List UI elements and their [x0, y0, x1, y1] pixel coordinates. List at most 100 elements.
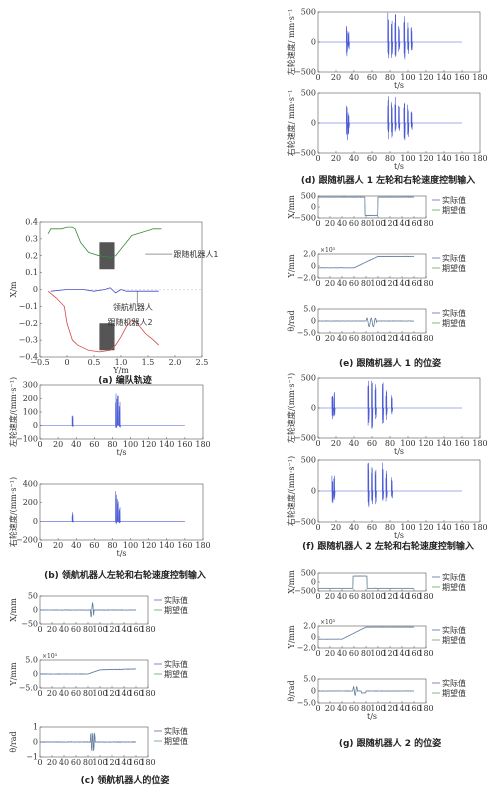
x-tick-label-f1: 140	[436, 439, 451, 448]
x-tick-label-f2: 140	[436, 523, 451, 532]
y-tick-label-f2: 500	[301, 456, 316, 465]
actual-series-e2	[317, 255, 415, 269]
x-tick-label-f1: 0	[315, 439, 320, 448]
y-tick-label-b2: 200	[23, 498, 38, 507]
x-tick-label-c1: 20	[47, 625, 57, 634]
x-tick-label-g1: 100	[370, 592, 385, 601]
x-tick-label-g2: 180	[418, 649, 433, 658]
x-tick-label-e2: 100	[370, 279, 385, 288]
x-tick-label-f2: 80	[385, 523, 395, 532]
y-tick-label-a: 0.2	[25, 251, 38, 260]
x-tick-label-f1: 100	[400, 439, 415, 448]
legend-label-desired-e1: 期望值	[442, 205, 466, 215]
x-tick-label-d2: 20	[331, 154, 341, 163]
x-tick-label-d1: 0	[315, 73, 320, 82]
actual-series-c3	[39, 732, 137, 752]
y-tick-label-a: 0.4	[25, 218, 38, 227]
x-tick-label-e2: 80	[361, 279, 371, 288]
x-tick-label-c1: 100	[92, 625, 107, 634]
x-tick-label-g1: 160	[406, 592, 421, 601]
x-tick-label-b2: 140	[159, 541, 174, 550]
x-tick-label-c1: 160	[128, 625, 143, 634]
x-tick-label-g1: 140	[394, 592, 409, 601]
axis-exponent-g2: ×10³	[320, 619, 336, 626]
y-axis-label-b2: 右轮速度/(mm·s⁻¹)	[8, 477, 18, 547]
x-tick-label-e1: 180	[418, 219, 433, 228]
velocity-series-b2	[40, 491, 185, 525]
x-tick-label-b1: 180	[195, 440, 210, 449]
x-tick-label-a: 0.5	[88, 358, 101, 367]
x-tick-label-c2: 60	[71, 689, 81, 698]
x-tick-label-c2: 40	[59, 689, 69, 698]
y-tick-label-b2: 0	[33, 517, 38, 526]
x-tick-label-f2: 180	[472, 523, 487, 532]
legend-label-actual-c2: 实际值	[164, 659, 188, 669]
y-tick-label-g1: 0	[311, 578, 316, 587]
y-tick-label-e1: −500	[294, 214, 316, 223]
x-tick-label-f1: 120	[418, 439, 433, 448]
y-tick-label-e1: 500	[301, 192, 316, 201]
annotation-follower-2: 跟随机器人2	[108, 317, 153, 327]
x-tick-label-g2: 100	[370, 649, 385, 658]
x-tick-label-e2: 160	[406, 279, 421, 288]
x-tick-label-f2: 0	[315, 523, 320, 532]
velocity-series-d2	[318, 96, 462, 141]
actual-series-e1	[317, 196, 415, 216]
y-tick-label-d1: 0	[311, 38, 316, 47]
x-tick-label-b1: 60	[89, 440, 99, 449]
x-tick-label-d2: 80	[385, 154, 395, 163]
x-tick-label-e1: 60	[349, 219, 359, 228]
y-axis-label-g2: Y/mm	[287, 625, 296, 650]
legend-label-desired-e3: 期望值	[442, 318, 466, 328]
velocity-series-b1	[40, 393, 185, 429]
x-tick-label-a: 0	[64, 358, 69, 367]
x-tick-label-a: 1.5	[142, 358, 155, 367]
x-tick-label-b1: 40	[71, 440, 81, 449]
y-tick-label-b1: 0	[33, 421, 38, 430]
y-axis-label-b1: 左轮速度/(mm·s⁻¹)	[8, 377, 18, 447]
x-tick-label-e1: 40	[337, 219, 347, 228]
trajectory-series-3	[47, 290, 160, 353]
x-tick-label-e3: 20	[325, 334, 335, 343]
x-axis-label-b2: t/s	[116, 549, 126, 558]
y-axis-label-c3: θ/rad	[9, 731, 18, 752]
x-tick-label-b1: 20	[53, 440, 63, 449]
x-tick-label-c2: 0	[37, 689, 42, 698]
plot-frame-e2	[317, 253, 427, 279]
x-tick-label-b2: 80	[107, 541, 117, 550]
x-tick-label-e2: 20	[325, 279, 335, 288]
velocity-series-d1	[318, 12, 462, 60]
x-tick-label-d2: 160	[454, 154, 469, 163]
y-axis-label-c1: X/mm	[9, 598, 18, 622]
x-axis-label-f1: t/s	[394, 447, 404, 456]
legend-label-desired-c1: 期望值	[164, 605, 188, 615]
x-tick-label-c3: 40	[59, 758, 69, 767]
y-tick-label-c1: 0	[33, 606, 38, 615]
figure-caption-g3: (g) 跟随机器人 2 的位姿	[339, 737, 441, 749]
x-tick-label-g2: 60	[349, 649, 359, 658]
legend-label-desired-g3: 期望值	[442, 688, 466, 698]
y-tick-label-c2: 5.0	[25, 656, 38, 665]
actual-series-g3	[318, 685, 414, 697]
x-tick-label-e1: 160	[406, 219, 421, 228]
x-tick-label-e3: 100	[370, 334, 385, 343]
x-tick-label-e3: 60	[349, 334, 359, 343]
x-tick-label-b1: 0	[37, 440, 42, 449]
x-tick-label-c2: 180	[140, 689, 155, 698]
x-tick-label-d2: 60	[367, 154, 377, 163]
x-tick-label-a: 1.0	[115, 358, 128, 367]
x-tick-label-e2: 120	[382, 279, 397, 288]
axis-exponent-c2: ×10³	[42, 653, 58, 660]
y-tick-label-a: −0.1	[19, 302, 38, 311]
legend-label-actual-e3: 实际值	[442, 308, 466, 318]
x-tick-label-a: 2.5	[196, 358, 209, 367]
y-tick-label-c2: −5.0	[19, 684, 38, 693]
x-tick-label-d1: 140	[436, 73, 451, 82]
x-tick-label-e2: 140	[394, 279, 409, 288]
legend-label-desired-c2: 期望值	[164, 669, 188, 679]
x-tick-label-g2: 80	[361, 649, 371, 658]
x-tick-label-f1: 20	[331, 439, 341, 448]
x-tick-label-c1: 80	[83, 625, 93, 634]
x-tick-label-b1: 120	[141, 440, 156, 449]
